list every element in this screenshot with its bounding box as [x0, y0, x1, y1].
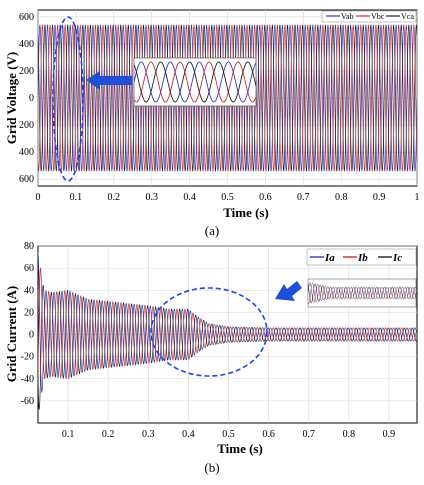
series-line-ib [38, 267, 417, 380]
y-tick-label: 20 [24, 307, 34, 318]
legend-a-vbc: Vbc [371, 12, 385, 21]
inset-a-wave [134, 61, 256, 103]
highlight-ellipse-b [150, 287, 268, 377]
x-tick-label: 0.3 [142, 429, 155, 440]
caption-b: (b) [204, 460, 219, 475]
x-tick-label: 0.9 [373, 192, 386, 203]
y-tick-label: 0 [29, 93, 34, 104]
series-line-ia [38, 251, 417, 394]
x-tick-label: 0 [36, 192, 41, 203]
x-tick-label: 0.6 [262, 429, 275, 440]
grid-b [38, 245, 417, 423]
x-tick-label: 0.4 [183, 192, 196, 203]
inset-b [307, 278, 417, 308]
x-axis-label-a: Time (s) [223, 205, 269, 220]
series-line-ic [38, 284, 417, 410]
legend-b-ic: Ic [392, 252, 402, 264]
y-tick-label: 200 [19, 66, 34, 77]
legend-a: Vab Vbc Vca [321, 10, 417, 23]
x-tick-label: 0.9 [383, 429, 396, 440]
x-axis-label-b: Time (s) [217, 441, 263, 456]
x-tick-label: 0.8 [335, 192, 348, 203]
y-tick-label: -40 [21, 374, 34, 385]
arrow-b [275, 281, 302, 301]
y-tick-label: 0 [29, 330, 34, 341]
inset-b-wave [308, 283, 416, 304]
x-tick-label: 0.2 [102, 429, 115, 440]
y-tick-label: 400 [19, 39, 34, 50]
y-tick-label: 400 [19, 147, 34, 158]
series-b [38, 251, 417, 410]
x-tick-label: 1 [415, 192, 420, 203]
y-axis-label-b: Grid Current (A) [4, 286, 19, 383]
y-ticks-a: 600 400 200 0 200 400 600 [19, 12, 34, 185]
y-tick-label: 80 [24, 241, 34, 252]
arrow-a [86, 71, 132, 90]
x-ticks-a: 0 0.1 0.2 0.3 0.4 0.5 0.6 0.7 0.8 0.9 1 [36, 192, 420, 203]
y-tick-label: 200 [19, 120, 34, 131]
inset-a-wave [134, 61, 256, 103]
legend-b: Ia Ib Ic [306, 248, 417, 266]
series-line-vbc [38, 24, 417, 172]
x-ticks-b: 0.1 0.2 0.3 0.4 0.5 0.6 0.7 0.8 0.9 [62, 429, 395, 440]
y-tick-label: 60 [24, 263, 34, 274]
legend-b-ia: Ia [324, 252, 335, 264]
x-tick-label: 0.1 [70, 192, 83, 203]
series-line-vca [38, 24, 417, 172]
legend-a-vca: Vca [401, 12, 414, 21]
y-tick-label: 600 [19, 174, 34, 185]
x-tick-label: 0.3 [145, 192, 158, 203]
highlight-ellipse-a [52, 16, 84, 182]
x-tick-label: 0.5 [222, 429, 235, 440]
x-tick-label: 0.8 [343, 429, 356, 440]
inset-a [133, 57, 257, 107]
chart-b: 80 60 40 20 0 -20 -40 -60 0.1 0.2 0.3 0.4 0.5 0.6 0.7… [4, 241, 418, 475]
y-ticks-b: 80 60 40 20 0 -20 -40 -60 [21, 241, 34, 407]
legend-b-ib: Ib [357, 252, 368, 264]
inset-a-wave [134, 61, 256, 103]
x-tick-label: 0.6 [259, 192, 272, 203]
caption-a: (a) [205, 223, 219, 238]
x-tick-label: 0.5 [221, 192, 234, 203]
x-tick-label: 0.7 [302, 429, 315, 440]
x-tick-label: 0.2 [108, 192, 121, 203]
legend-a-vab: Vab [341, 12, 353, 21]
x-tick-label: 0.4 [182, 429, 195, 440]
x-tick-label: 0.7 [297, 192, 310, 203]
y-axis-label-a: Grid Voltage (V) [4, 52, 19, 144]
inset-b-wave [308, 282, 416, 304]
y-tick-label: -20 [21, 352, 34, 363]
y-tick-label: -60 [21, 396, 34, 407]
x-tick-label: 0.1 [62, 429, 75, 440]
y-tick-label: 600 [19, 12, 34, 23]
y-tick-label: 40 [24, 285, 34, 296]
inset-b-wave [308, 282, 416, 305]
